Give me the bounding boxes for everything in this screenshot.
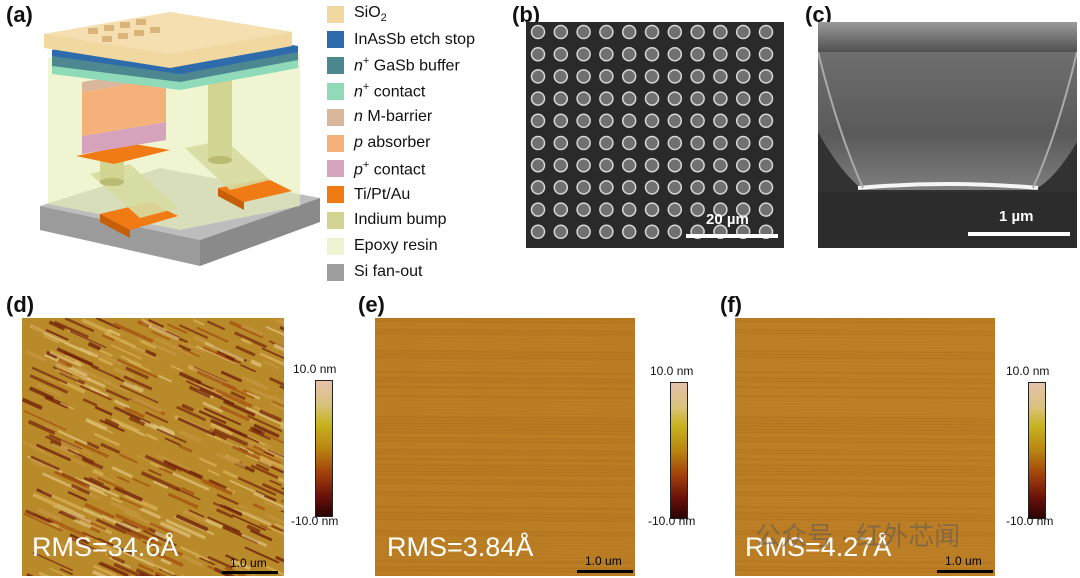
legend-item: SiO2 — [327, 4, 387, 24]
colorbar-bottom-e: -10.0 nm — [648, 514, 696, 528]
afm-scale-label-e: 1.0 um — [585, 554, 622, 568]
colorbar-top-e: 10.0 nm — [650, 364, 694, 378]
legend-label: SiO2 — [354, 3, 387, 25]
metal-pad-bottom-right — [218, 178, 292, 202]
legend-item: Epoxy resin — [327, 236, 438, 256]
legend-label: Indium bump — [354, 211, 447, 229]
afm-scale-bar-e — [577, 570, 633, 573]
panel-label-e: (e) — [358, 292, 385, 317]
colorbar-e — [670, 382, 688, 519]
afm-rms-e: RMS=3.84Å — [387, 532, 534, 562]
colorbar-top-d: 10.0 nm — [293, 362, 337, 376]
legend-swatch — [327, 108, 344, 126]
afm-rms-f: RMS=4.27Å — [745, 532, 892, 562]
pixel-array-dots — [530, 24, 774, 240]
p-absorber — [82, 78, 166, 136]
legend-label: n+ contact — [354, 81, 426, 101]
legend-label: p absorber — [354, 134, 431, 151]
panel-label-f: (f) — [720, 292, 742, 317]
afm-texture-e — [375, 318, 635, 576]
legend-swatch — [327, 31, 344, 49]
watermark: 公众号 · 红外芯闻 — [755, 521, 961, 551]
legend-label: p+ contact — [354, 158, 426, 178]
panel-label-c: (c) — [805, 2, 832, 27]
sem-scale-bar-b — [686, 234, 778, 238]
panel-label-b: (b) — [512, 2, 541, 27]
colorbar-top-f: 10.0 nm — [1006, 364, 1050, 378]
legend-swatch — [327, 82, 344, 100]
sem-scale-label-b: 20 µm — [706, 211, 749, 228]
colorbar-f — [1028, 382, 1046, 519]
panel-label-d: (d) — [6, 292, 35, 317]
afm-texture-f — [735, 318, 995, 576]
legend-item: n+ contact — [327, 81, 425, 101]
legend-swatch — [327, 211, 344, 229]
sem-image-cross-section: 1 µm — [818, 22, 1077, 248]
p-plus-contact — [82, 122, 166, 154]
colorbar-bottom-d: -10.0 nm — [291, 514, 339, 528]
legend-swatch — [327, 186, 344, 204]
mesa-cross-section — [818, 22, 1077, 248]
legend-swatch — [327, 263, 344, 281]
afm-scale-label-d: 1.0 um — [230, 556, 267, 570]
afm-scale-bar-f — [937, 570, 993, 573]
panel-label-a: (a) — [6, 2, 33, 27]
legend-label: Epoxy resin — [354, 237, 438, 255]
legend-swatch — [327, 5, 344, 23]
sem-scale-bar-c — [968, 232, 1070, 236]
legend-swatch — [327, 57, 344, 75]
legend-label: InAsSb etch stop — [354, 30, 475, 48]
legend-item: p+ contact — [327, 159, 425, 179]
legend-label: n+ GaSb buffer — [354, 55, 460, 75]
device-schematic — [40, 12, 320, 266]
legend-label: Si fan-out — [354, 263, 423, 280]
afm-scale-label-f: 1.0 um — [945, 554, 982, 568]
legend-item: Si fan-out — [327, 262, 422, 282]
legend-item: n+ GaSb buffer — [327, 55, 460, 76]
indium-bump-right — [208, 70, 232, 160]
afm-texture-d — [22, 318, 284, 576]
sem-scale-label-c: 1 µm — [999, 208, 1034, 225]
afm-image-d: RMS=34.6Å 1.0 um — [22, 318, 284, 576]
legend-item: p absorber — [327, 133, 431, 153]
colorbar-bottom-f: -10.0 nm — [1006, 514, 1054, 528]
legend-label: Ti/Pt/Au — [354, 185, 411, 203]
afm-rms-d: RMS=34.6Å — [32, 532, 179, 562]
legend-swatch — [327, 160, 344, 178]
afm-image-e: RMS=3.84Å 1.0 um — [375, 318, 635, 576]
afm-image-f: RMS=4.27Å 1.0 um — [735, 318, 995, 576]
legend-label: n M-barrier — [354, 108, 433, 126]
legend-item: n M-barrier — [327, 107, 432, 127]
legend-item: Indium bump — [327, 210, 447, 230]
colorbar-d — [315, 380, 333, 517]
legend-item: InAsSb etch stop — [327, 30, 475, 50]
legend-item: Ti/Pt/Au — [327, 185, 410, 205]
legend-swatch — [327, 134, 344, 152]
legend-swatch — [327, 237, 344, 255]
afm-scale-bar-d — [222, 571, 278, 574]
sem-image-array: 20 µm — [526, 22, 784, 248]
